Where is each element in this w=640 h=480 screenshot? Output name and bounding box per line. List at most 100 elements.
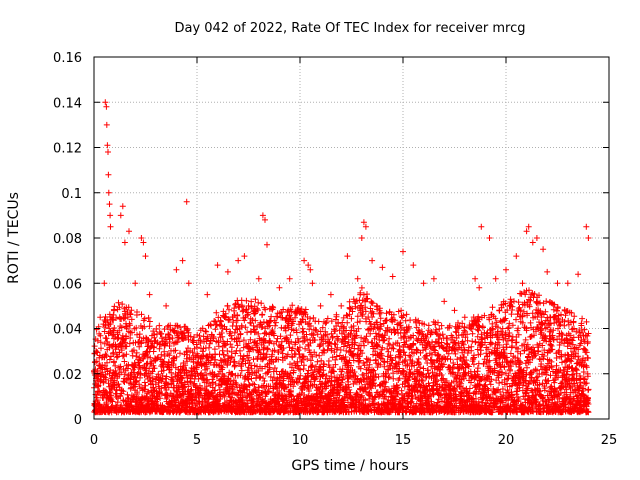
- data-point: [197, 337, 204, 344]
- data-point: [178, 369, 184, 376]
- data-point: [137, 370, 144, 377]
- data-point: [318, 381, 324, 388]
- data-point: [153, 326, 160, 332]
- data-point: [335, 320, 342, 327]
- data-point: [290, 383, 297, 390]
- data-point: [206, 344, 212, 351]
- data-point: [400, 312, 407, 319]
- data-point: [156, 322, 163, 329]
- data-point: [240, 344, 247, 351]
- data-point: [348, 362, 354, 369]
- data-point: [352, 339, 359, 346]
- data-point: [342, 354, 349, 360]
- data-point: [240, 337, 247, 344]
- data-point: [313, 352, 320, 358]
- data-point: [390, 345, 397, 352]
- data-point: [341, 323, 347, 330]
- data-point: [237, 347, 243, 354]
- data-point: [245, 354, 252, 361]
- data-point: [133, 377, 140, 384]
- data-point: [362, 308, 369, 315]
- data-point: [418, 376, 425, 383]
- data-point: [259, 311, 266, 318]
- data-point: [369, 314, 376, 320]
- data-point: [324, 346, 331, 353]
- data-point: [319, 336, 325, 342]
- data-point: [106, 356, 113, 363]
- data-point: [226, 316, 233, 323]
- data-point: [404, 361, 411, 368]
- data-point: [280, 306, 287, 313]
- data-point: [164, 392, 171, 399]
- data-point: [220, 351, 227, 358]
- data-point: [366, 361, 373, 368]
- data-point: [234, 317, 241, 324]
- data-point: [396, 365, 403, 372]
- data-point: [406, 373, 412, 380]
- data-point: [333, 353, 340, 360]
- data-point: [108, 353, 114, 360]
- data-point: [297, 366, 304, 373]
- data-point: [377, 361, 384, 368]
- data-point: [263, 351, 270, 358]
- data-point: [343, 312, 350, 319]
- data-point: [371, 400, 377, 406]
- data-point: [161, 326, 168, 333]
- data-point: [298, 319, 305, 326]
- data-point: [402, 317, 409, 324]
- data-point: [224, 338, 231, 345]
- data-point: [227, 341, 234, 348]
- data-point: [128, 316, 135, 323]
- data-point: [391, 317, 398, 324]
- data-point: [257, 319, 264, 326]
- data-point: [271, 365, 278, 371]
- data-point: [212, 356, 219, 363]
- data-point: [242, 324, 249, 331]
- data-point: [317, 342, 324, 349]
- data-point: [91, 343, 98, 350]
- data-point: [447, 356, 454, 363]
- data-point: [98, 345, 104, 352]
- data-point: [110, 349, 117, 356]
- data-point: [223, 326, 230, 333]
- data-point: [402, 333, 409, 340]
- data-point: [383, 393, 389, 400]
- data-point: [307, 323, 314, 329]
- data-point: [328, 318, 335, 325]
- data-point: [364, 295, 371, 302]
- data-point: [127, 311, 134, 318]
- data-point: [218, 363, 225, 370]
- data-point: [374, 319, 381, 326]
- data-point: [269, 351, 276, 358]
- data-point: [141, 323, 148, 330]
- data-point: [242, 383, 249, 390]
- data-point: [189, 349, 196, 356]
- data-point: [374, 343, 381, 350]
- data-point: [270, 374, 277, 381]
- data-point: [309, 362, 316, 369]
- data-point: [212, 381, 219, 387]
- data-point: [228, 348, 235, 355]
- data-point: [185, 383, 192, 390]
- data-point: [296, 344, 303, 351]
- data-point: [243, 297, 250, 304]
- data-point: [334, 337, 341, 344]
- data-point: [359, 392, 365, 399]
- data-point: [401, 349, 408, 356]
- data-point: [377, 309, 384, 316]
- data-point: [243, 306, 250, 313]
- data-point: [109, 332, 116, 339]
- data-point: [227, 328, 234, 335]
- data-point: [159, 376, 166, 383]
- data-point: [119, 353, 126, 360]
- data-point: [97, 332, 104, 339]
- data-point: [133, 353, 140, 360]
- data-point: [103, 335, 110, 342]
- data-point: [323, 319, 330, 326]
- data-point: [158, 351, 165, 358]
- data-point: [123, 351, 130, 358]
- data-point: [274, 335, 281, 342]
- data-point: [384, 353, 391, 360]
- data-point: [359, 311, 366, 318]
- data-point: [182, 362, 189, 369]
